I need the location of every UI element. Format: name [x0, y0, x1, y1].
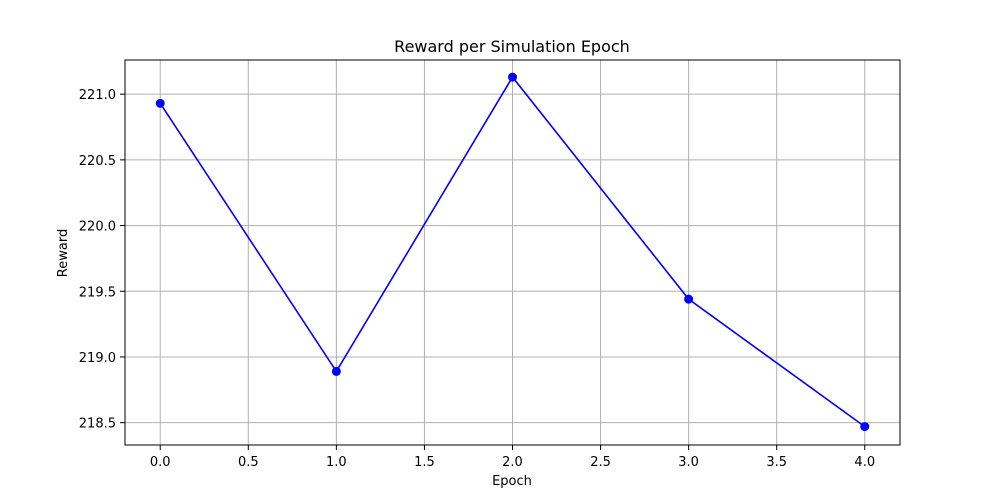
y-tick-label: 218.5: [79, 417, 116, 432]
y-tick-label: 219.0: [79, 351, 116, 366]
x-tick-label: 2.0: [502, 455, 523, 470]
plot-area: [124, 59, 901, 446]
x-tick-label: 0.0: [150, 455, 171, 470]
y-tick-label: 220.5: [79, 154, 116, 169]
x-axis-label: Epoch: [492, 474, 532, 489]
chart-title: Reward per Simulation Epoch: [394, 37, 630, 56]
ticks: 0.0 0.5 1.0 1.5 2.0 2.5 3.0 3.5 4.0 218.5 219.0 219…: [79, 88, 875, 470]
x-tick-label: 0.5: [238, 455, 259, 470]
x-tick-label: 4.0: [854, 455, 875, 470]
data-point: [684, 294, 694, 304]
data-point: [508, 72, 517, 82]
data-point: [331, 366, 341, 376]
y-axis-label: Reward: [56, 229, 71, 277]
y-tick-label: 219.5: [79, 285, 116, 300]
x-tick-label: 1.0: [326, 455, 347, 470]
x-tick-label: 2.5: [590, 455, 611, 470]
data-point: [860, 422, 870, 432]
data-point: [155, 98, 165, 108]
y-tick-label: 220.0: [79, 220, 116, 235]
grid: [125, 60, 900, 445]
x-tick-label: 3.0: [678, 455, 699, 470]
series-layer: [155, 72, 870, 432]
x-tick-label: 3.5: [766, 455, 787, 470]
y-tick-label: 221.0: [79, 88, 116, 103]
x-tick-label: 1.5: [414, 455, 435, 470]
